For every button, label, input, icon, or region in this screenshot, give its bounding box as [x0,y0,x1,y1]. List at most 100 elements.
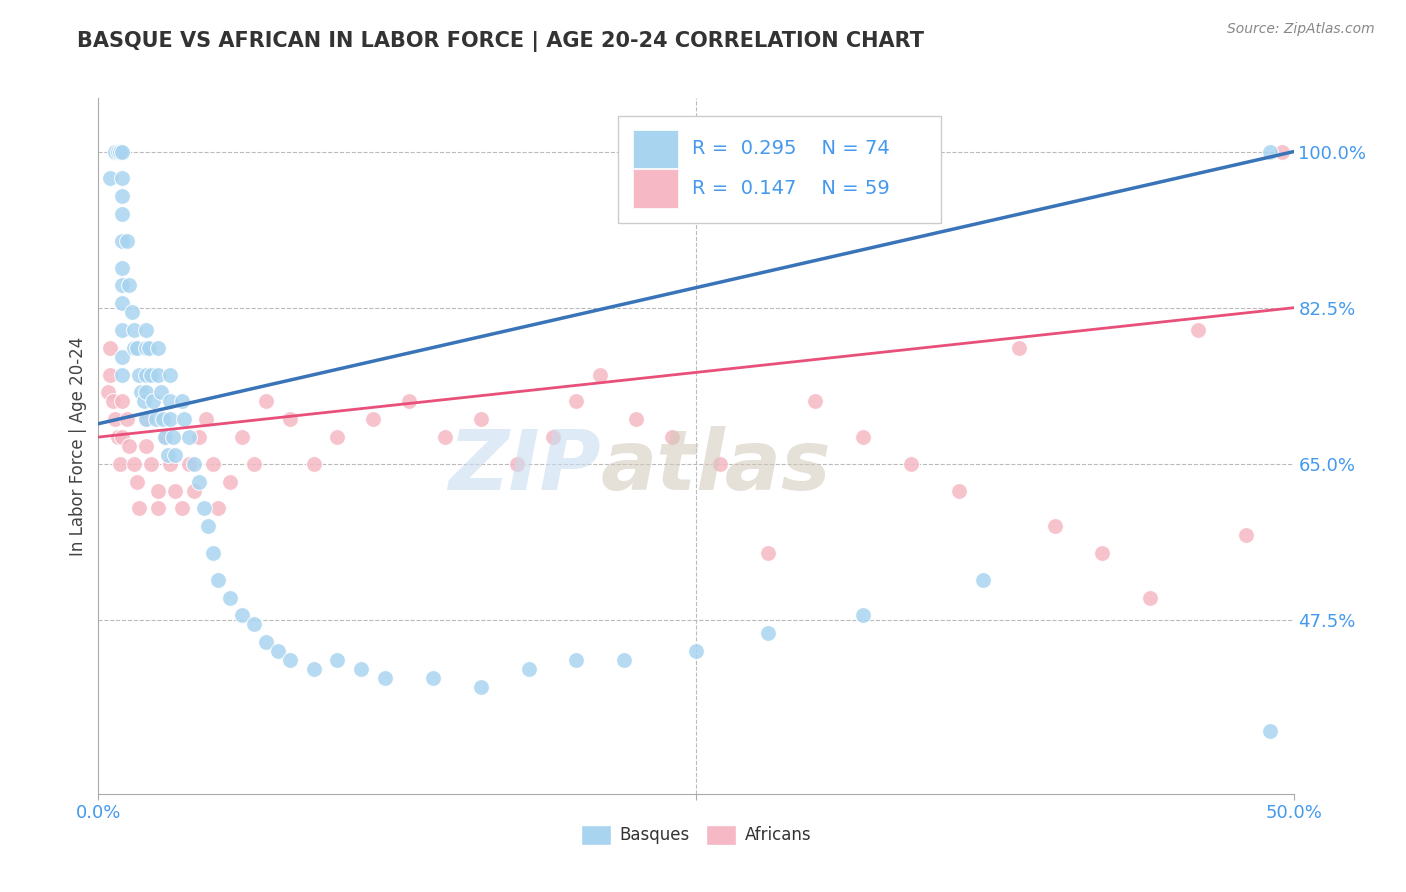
Point [115,234,138,248]
Point [350,662,373,676]
Point [132,394,155,409]
Point [613,653,636,667]
FancyBboxPatch shape [619,116,941,223]
Point [852,608,875,623]
Point [506,457,529,471]
Point [148,368,170,382]
Point [207,501,229,516]
Point [124,457,146,471]
Point [111,278,134,293]
Point [626,412,648,426]
Point [243,457,266,471]
Point [142,394,165,409]
Point [128,501,150,516]
Point [756,546,779,560]
Point [125,341,148,355]
Point [111,296,134,310]
Point [1271,145,1294,159]
Text: Source: ZipAtlas.com: Source: ZipAtlas.com [1227,22,1375,37]
Point [972,573,994,587]
Text: ZIP: ZIP [447,426,600,508]
Point [541,430,564,444]
Point [97,385,120,400]
FancyBboxPatch shape [633,169,678,208]
Point [326,430,349,444]
Point [187,475,209,489]
Point [173,412,195,426]
Y-axis label: In Labor Force | Age 20-24: In Labor Force | Age 20-24 [69,336,87,556]
Point [98,171,122,186]
Point [148,501,170,516]
Point [111,350,134,364]
Point [1187,323,1209,337]
Point [118,278,141,293]
Point [111,234,134,248]
Point [183,483,205,498]
Point [159,412,181,426]
Point [709,457,731,471]
Point [302,457,325,471]
Text: R =  0.147    N = 59: R = 0.147 N = 59 [692,179,890,198]
Point [685,644,707,658]
Point [219,591,242,605]
Point [135,412,157,426]
Point [152,412,174,426]
Point [1234,528,1257,542]
Point [111,430,134,444]
Point [149,385,172,400]
Point [202,457,225,471]
Point [111,189,134,203]
Point [374,671,396,685]
Point [187,430,209,444]
Point [278,412,301,426]
Point [1008,341,1031,355]
Point [101,394,124,409]
Point [589,368,612,382]
Point [139,368,162,382]
Point [108,457,131,471]
Point [111,171,134,186]
Point [756,626,779,640]
Point [197,519,219,533]
Point [193,501,215,516]
Point [231,608,253,623]
Point [135,439,157,453]
Point [115,412,138,426]
Point [267,644,290,658]
Point [111,145,134,159]
Point [138,341,160,355]
Point [135,323,157,337]
Point [131,385,153,400]
Point [125,475,148,489]
Point [159,394,181,409]
Point [135,341,157,355]
Point [124,341,146,355]
Point [1043,519,1066,533]
Point [111,368,134,382]
Point [852,430,875,444]
Point [145,412,167,426]
Point [661,430,683,444]
Point [155,430,177,444]
Point [1258,145,1281,159]
Point [172,501,194,516]
Legend: Basques, Africans: Basques, Africans [574,818,818,852]
Point [163,483,186,498]
Point [111,207,134,221]
Point [148,341,170,355]
Point [254,635,277,649]
Point [202,546,225,560]
Point [363,412,385,426]
Point [124,323,146,337]
Point [434,430,457,444]
Point [219,475,242,489]
Point [135,412,157,426]
Point [98,368,122,382]
Point [148,483,170,498]
Point [302,662,325,676]
Point [179,430,201,444]
Text: BASQUE VS AFRICAN IN LABOR FORCE | AGE 20-24 CORRELATION CHART: BASQUE VS AFRICAN IN LABOR FORCE | AGE 2… [77,31,924,53]
Point [135,385,157,400]
Point [195,412,218,426]
Point [179,457,201,471]
